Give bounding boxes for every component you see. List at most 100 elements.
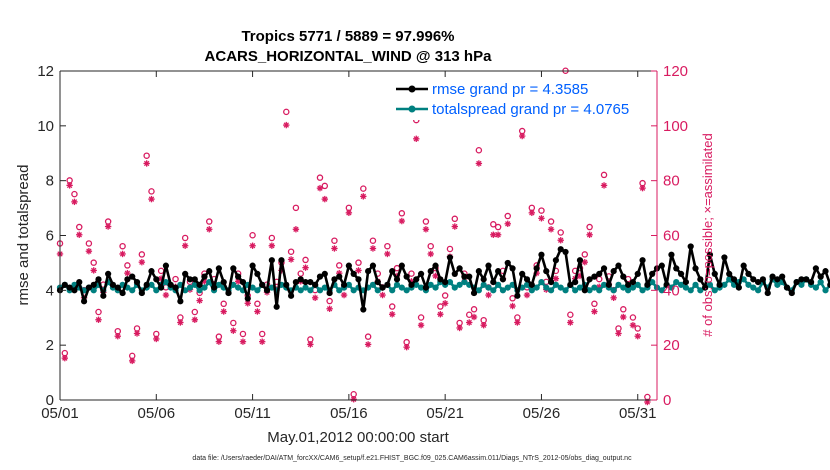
rmse-point: [769, 273, 776, 280]
rmse-point: [697, 276, 704, 283]
obs-possible-point: [191, 308, 199, 316]
rmse-point: [417, 270, 425, 277]
rmse-point: [158, 284, 165, 291]
obs-assimilated-point: [422, 226, 430, 233]
data-file-footnote: data file: /Users/raeder/DAI/ATM_forcXX/…: [192, 455, 632, 462]
rmse-point: [730, 276, 738, 283]
rmse-point: [817, 273, 824, 280]
rmse-point: [706, 251, 714, 258]
totalspread-point: [374, 287, 381, 294]
obs-assimilated-point: [119, 250, 126, 258]
obs-possible-point: [427, 242, 434, 250]
obs-assimilated-point: [581, 258, 588, 266]
obs-assimilated-point: [239, 338, 247, 345]
totalspread-point: [495, 281, 502, 288]
totalspread-point: [721, 281, 728, 288]
obs-assimilated-point: [610, 294, 617, 302]
obs-possible-point: [138, 251, 146, 258]
obs-possible-point: [331, 237, 338, 244]
totalspread-point: [389, 287, 396, 294]
rmse-point: [119, 289, 126, 297]
obs-assimilated-point: [398, 217, 406, 225]
rmse-point: [610, 268, 617, 275]
obs-possible-point: [360, 185, 367, 192]
rmse-point: [95, 276, 102, 283]
totalspread-point: [398, 284, 405, 291]
totalspread-point: [480, 281, 487, 288]
rmse-point: [369, 262, 377, 269]
rmse-point: [509, 265, 516, 272]
rmse-point: [80, 298, 88, 305]
rmse-point: [148, 268, 155, 275]
obs-assimilated-point: [76, 231, 83, 238]
obs-assimilated-point: [133, 330, 141, 337]
obs-assimilated-point: [254, 308, 261, 315]
totalspread-point: [591, 284, 598, 291]
rmse-point: [528, 281, 535, 288]
rmse-point: [408, 281, 415, 288]
totalspread-point: [413, 281, 420, 288]
obs-possible-point: [249, 231, 256, 239]
obs-assimilated-point: [514, 319, 521, 326]
rmse-point: [658, 262, 665, 269]
rmse-point: [235, 273, 242, 280]
obs-assimilated-point: [639, 184, 646, 192]
rmse-point: [210, 284, 218, 291]
rmse-point: [759, 276, 767, 283]
obs-possible-point: [538, 207, 545, 214]
totalspread-point: [572, 287, 579, 294]
totalspread-point: [538, 279, 545, 286]
totalspread-point: [345, 281, 352, 288]
rmse-point: [133, 279, 141, 286]
totalspread-point: [682, 284, 689, 291]
rmse-point: [552, 257, 559, 264]
totalspread-point: [596, 287, 603, 294]
totalspread-point: [576, 284, 584, 291]
obs-possible-point: [620, 306, 627, 313]
obs-assimilated-point: [350, 396, 357, 403]
totalspread-point: [750, 284, 757, 291]
rmse-point: [321, 270, 328, 277]
rmse-point: [783, 284, 791, 291]
obs-possible-point: [557, 229, 564, 236]
y-tick-label-right: 100: [663, 118, 688, 135]
x-tick-label: 05/31: [619, 405, 657, 422]
obs-assimilated-point: [302, 264, 309, 271]
rmse-point: [312, 281, 319, 288]
rmse-point: [326, 289, 333, 297]
totalspread-point: [697, 287, 704, 294]
rmse-point: [225, 289, 232, 297]
rmse-point: [61, 281, 68, 288]
rmse-point: [143, 281, 150, 288]
totalspread-point: [427, 281, 434, 288]
rmse-point: [827, 281, 830, 288]
rmse-point: [345, 262, 352, 269]
obs-assimilated-point: [427, 250, 434, 258]
obs-possible-point: [283, 108, 290, 116]
totalspread-point: [639, 287, 646, 294]
x-tick-label: 05/26: [523, 405, 561, 422]
obs-assimilated-point: [177, 319, 184, 326]
totalspread-point: [504, 284, 511, 291]
rmse-point: [432, 262, 439, 269]
obs-possible-point: [90, 259, 97, 266]
obs-possible-point: [119, 242, 126, 250]
obs-assimilated-point: [249, 242, 256, 249]
rmse-point: [788, 289, 795, 297]
rmse-point: [129, 273, 136, 280]
obs-assimilated-point: [326, 305, 333, 312]
rmse-point: [475, 268, 482, 275]
obs-assimilated-point: [364, 341, 372, 348]
rmse-point: [259, 281, 266, 288]
obs-assimilated-point: [124, 269, 131, 277]
obs-assimilated-point: [196, 297, 203, 304]
obs-assimilated-point: [591, 308, 598, 315]
obs-assimilated-point: [466, 319, 473, 326]
rmse-point: [220, 279, 227, 286]
totalspread-point: [543, 284, 550, 291]
rmse-point: [755, 279, 762, 286]
rmse-point: [196, 281, 203, 288]
obs-assimilated-point: [413, 135, 420, 142]
totalspread-point: [162, 279, 170, 286]
obs-assimilated-point: [634, 333, 641, 340]
